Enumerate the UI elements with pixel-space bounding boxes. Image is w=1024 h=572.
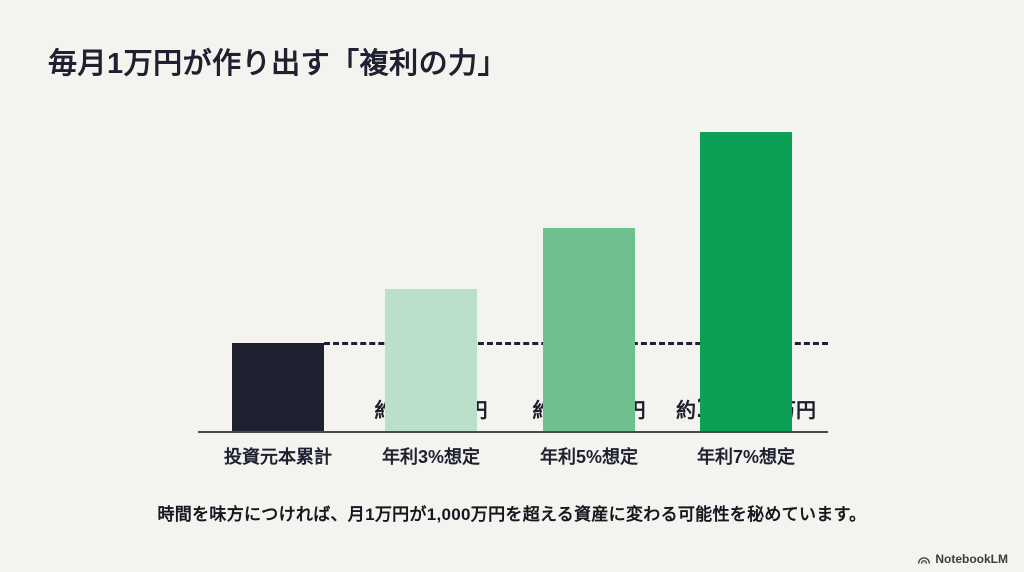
notebooklm-watermark: NotebookLM: [917, 552, 1008, 566]
category-label: 年利3%想定: [381, 447, 481, 467]
bar-7pct: [700, 132, 792, 431]
value-prefix: 約: [675, 400, 696, 422]
watermark-label: NotebookLM: [935, 552, 1008, 566]
bar-chart: 360万円 投資元本累計 約583万円 年利3%想定 約832万円 年利5%想定…: [198, 90, 828, 467]
category-label: 年利7%想定: [696, 447, 796, 467]
category-label: 年利5%想定: [539, 447, 639, 467]
page-title: 毎月1万円が作り出す「複利の力」: [48, 48, 508, 80]
bottom-caption: 時間を味方につければ、月1万円が1,000万円を超える資産に変わる可能性を秘めて…: [157, 505, 867, 524]
x-axis-line: [198, 431, 828, 433]
category-label: 投資元本累計: [224, 447, 332, 467]
notebooklm-icon: [917, 552, 931, 566]
bar-3pct: [385, 289, 477, 431]
bar-principal: [232, 343, 324, 431]
bar-5pct: [543, 228, 635, 431]
